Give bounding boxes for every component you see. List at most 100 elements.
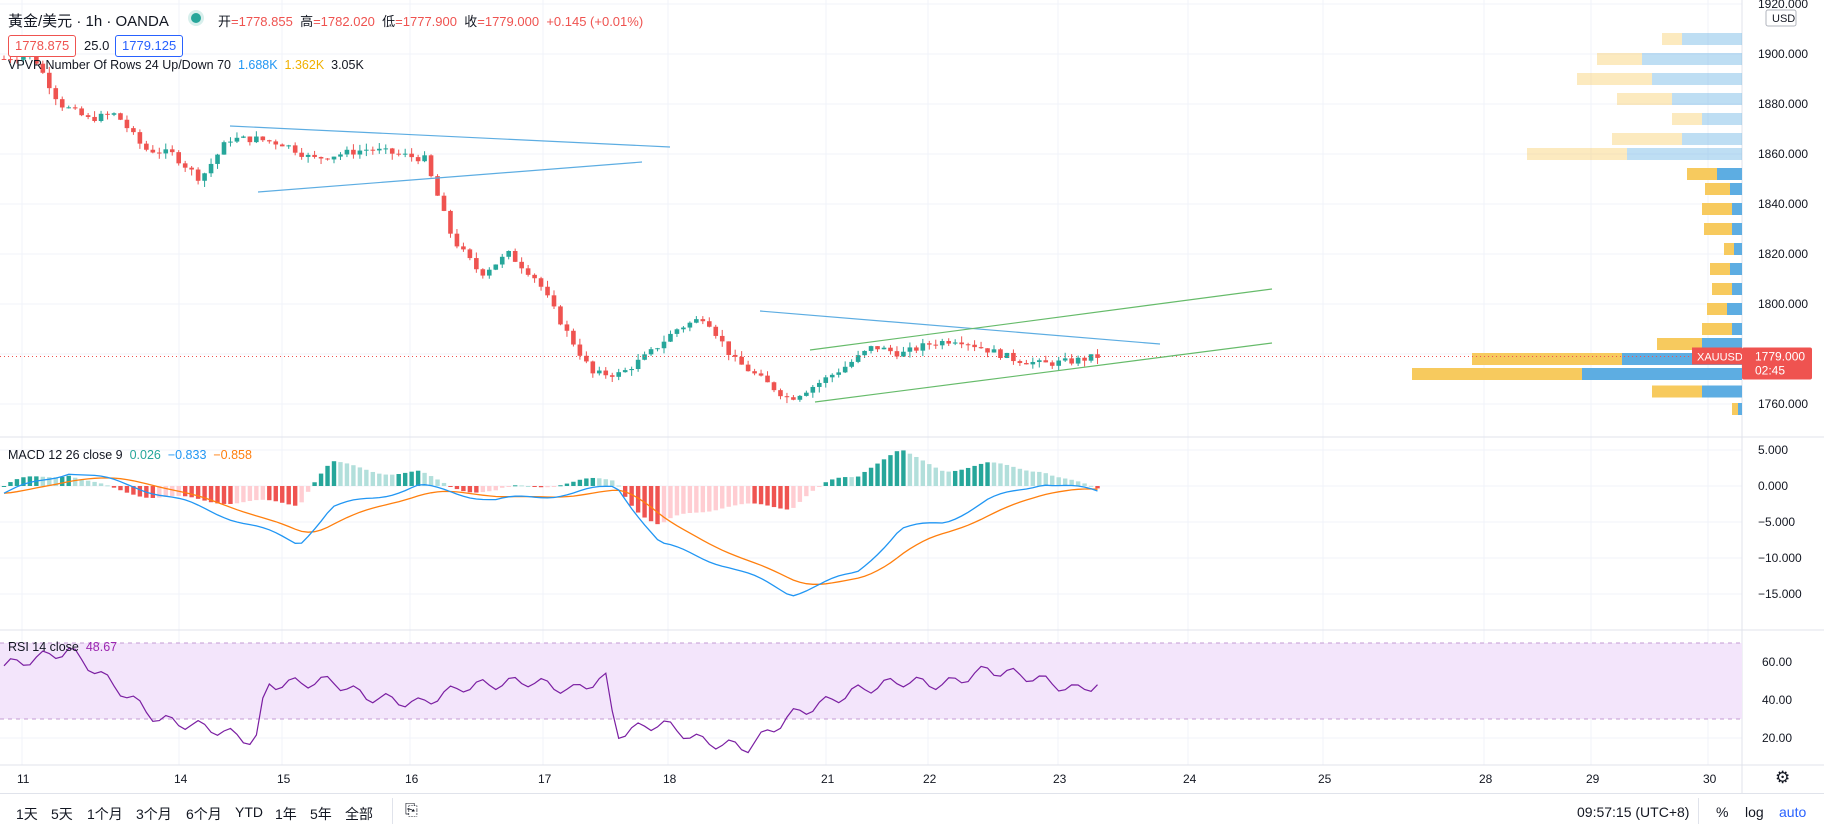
range-all-button[interactable]: 全部 (345, 806, 373, 822)
toolbar-divider (392, 798, 393, 824)
rsi-legend[interactable]: RSI 14 close 48.67 (8, 640, 117, 654)
macd-histogram-bar (1011, 466, 1016, 486)
volume-profile-down-bar (1672, 113, 1702, 125)
close-label: 收 (464, 14, 478, 29)
macd-histogram-bar (959, 469, 964, 486)
price-axis-tick: 1800.000 (1758, 297, 1808, 311)
bid-price-button[interactable]: 1778.875 (8, 35, 77, 57)
volume-profile-down-bar (1612, 133, 1682, 145)
candle-body (14, 59, 20, 61)
candle-body (816, 382, 822, 387)
range-3m-button[interactable]: 3个月 (136, 806, 172, 822)
macd-histogram-bar (868, 467, 874, 486)
macd-histogram-bar (260, 486, 266, 500)
candle-body (124, 119, 130, 129)
candle-body (105, 113, 110, 115)
vpvr-legend[interactable]: VPVR Number Of Rows 24 Up/Down 70 1.688K… (8, 58, 364, 72)
percent-scale-button[interactable]: % (1716, 804, 1729, 820)
macd-histogram-bar (118, 486, 123, 491)
symbol-title[interactable]: 黃金/美元 · 1h · OANDA (8, 13, 169, 30)
volume-profile-up-bar (1730, 263, 1742, 275)
candle-body (622, 370, 628, 373)
clock-timezone[interactable]: 09:57:15 (UTC+8) (1577, 804, 1690, 820)
ask-price-button[interactable]: 1779.125 (115, 35, 184, 57)
vpvr-up-value: 1.688K (237, 58, 278, 72)
candle-body (338, 154, 343, 157)
candle-body (364, 149, 369, 151)
candle-body (804, 392, 809, 396)
volume-profile-down-bar (1732, 403, 1738, 415)
macd-histogram-bar (991, 462, 997, 486)
auto-scale-button[interactable]: auto (1779, 804, 1807, 820)
macd-histogram-bar (105, 485, 110, 487)
time-axis-label: 11 (17, 772, 30, 786)
candle-body (791, 397, 796, 400)
macd-histogram-bar (124, 486, 130, 493)
range-1d-button[interactable]: 1天 (16, 806, 38, 822)
volume-profile-up-bar (1732, 223, 1742, 235)
macd-histogram-bar (157, 486, 162, 498)
settings-gear-icon[interactable]: ⚙ (1775, 768, 1791, 787)
time-axis-label: 15 (277, 772, 291, 786)
candle-body (939, 341, 945, 346)
range-5y-button[interactable]: 5年 (310, 806, 332, 822)
candle-body (182, 163, 188, 168)
macd-histogram-bar (1030, 471, 1036, 486)
macd-histogram-bar (1069, 479, 1074, 486)
macd-histogram-bar (978, 463, 984, 486)
macd-histogram-bar (493, 486, 498, 491)
macd-label: MACD 12 26 close 9 (8, 448, 123, 462)
macd-histogram-bar (247, 486, 253, 501)
range-1m-button[interactable]: 1个月 (87, 806, 123, 822)
candle-body (590, 361, 596, 374)
macd-histogram-bar (170, 486, 175, 497)
range-5d-button[interactable]: 5天 (51, 806, 73, 822)
macd-histogram-bar (331, 461, 337, 486)
wedge-upper-trendline (229, 125, 671, 148)
candle-body (215, 154, 220, 164)
macd-legend[interactable]: MACD 12 26 close 9 0.026 −0.833 −0.858 (8, 448, 252, 462)
candle-body (829, 374, 835, 378)
volume-profile-up-bar (1717, 168, 1742, 180)
candle-body (758, 373, 764, 376)
macd-histogram-bar (409, 471, 414, 486)
macd-histogram-bar (273, 486, 278, 502)
macd-histogram-bar (745, 486, 751, 504)
macd-histogram-bar (428, 476, 434, 486)
candle-body (687, 322, 693, 328)
log-scale-button[interactable]: log (1745, 804, 1764, 820)
range-ytd-button[interactable]: YTD (235, 804, 263, 820)
calendar-goto-icon[interactable]: ⎘ (405, 802, 418, 819)
macd-histogram-bar (655, 486, 660, 525)
macd-histogram-bar (914, 456, 919, 486)
candle-body (551, 295, 557, 307)
range-6m-button[interactable]: 6个月 (186, 806, 222, 822)
candle-body (428, 155, 434, 177)
candle-body (907, 347, 913, 352)
macd-histogram-bar (267, 486, 272, 501)
macd-histogram-bar (422, 472, 427, 486)
macd-histogram-bar (254, 486, 259, 501)
candle-body (402, 153, 408, 155)
candle-body (681, 327, 686, 330)
volume-profile-down-bar (1724, 243, 1734, 255)
chart-canvas[interactable]: 1920.0001900.0001880.0001860.0001840.000… (0, 0, 1824, 793)
low-value: =1777.900 (395, 14, 457, 29)
high-label: 高 (300, 14, 314, 29)
candle-body (1004, 352, 1010, 358)
wedge-lower-trendline (257, 161, 643, 193)
last-price-label-bg (1742, 347, 1812, 380)
range-1y-button[interactable]: 1年 (275, 806, 297, 822)
channel-lower-trendline (814, 342, 1273, 403)
candle-body (156, 152, 162, 154)
macd-histogram-bar (351, 465, 356, 486)
candle-body (202, 173, 207, 181)
candle-body (279, 144, 285, 147)
macd-line (3, 473, 1098, 597)
candle-body (34, 53, 39, 64)
candle-body (933, 344, 939, 346)
macd-histogram-bar (390, 474, 395, 486)
macd-histogram-bar (79, 479, 84, 486)
candle-body (254, 136, 259, 143)
volume-profile-down-bar (1412, 368, 1582, 380)
